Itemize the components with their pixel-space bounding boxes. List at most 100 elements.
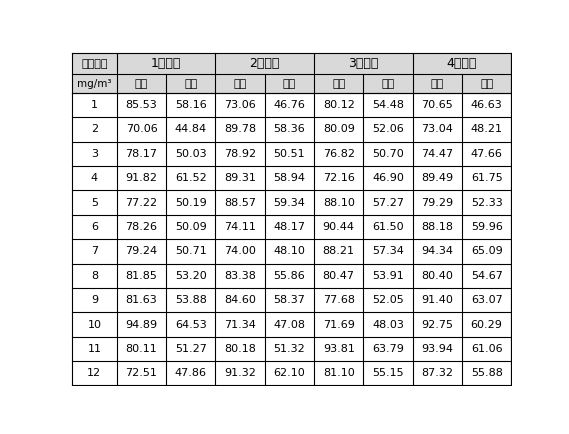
Text: 47.66: 47.66 — [471, 149, 502, 159]
Bar — [413, 74, 462, 93]
Text: 10: 10 — [88, 319, 101, 329]
Text: 57.34: 57.34 — [372, 247, 404, 256]
Text: 59.96: 59.96 — [471, 222, 502, 232]
Text: 80.11: 80.11 — [126, 344, 158, 354]
Text: 58.16: 58.16 — [175, 100, 207, 110]
Text: 试样: 试样 — [184, 79, 197, 89]
Text: 80.12: 80.12 — [323, 100, 354, 110]
Text: 59.34: 59.34 — [274, 197, 306, 207]
Text: 试样: 试样 — [381, 79, 395, 89]
Text: 58.36: 58.36 — [274, 125, 306, 135]
Text: 61.75: 61.75 — [471, 173, 502, 183]
Text: 55.15: 55.15 — [372, 368, 404, 378]
Text: 50.09: 50.09 — [175, 222, 207, 232]
Text: 88.21: 88.21 — [323, 247, 354, 256]
Text: 84.60: 84.60 — [224, 295, 256, 305]
Text: 2号锅炉: 2号锅炉 — [250, 57, 280, 70]
Text: 空白: 空白 — [233, 79, 247, 89]
Text: 73.04: 73.04 — [422, 125, 453, 135]
Text: 46.63: 46.63 — [471, 100, 502, 110]
Text: 90.44: 90.44 — [323, 222, 354, 232]
Text: 52.05: 52.05 — [372, 295, 404, 305]
Text: 空白: 空白 — [431, 79, 444, 89]
Text: 91.82: 91.82 — [126, 173, 158, 183]
Text: 5: 5 — [91, 197, 98, 207]
Text: 2: 2 — [91, 125, 98, 135]
Text: 81.63: 81.63 — [126, 295, 158, 305]
Text: 89.31: 89.31 — [224, 173, 256, 183]
Text: 88.18: 88.18 — [422, 222, 453, 232]
Text: 91.40: 91.40 — [422, 295, 453, 305]
Text: 4号锅炉: 4号锅炉 — [447, 57, 477, 70]
Bar — [216, 74, 265, 93]
Text: 58.37: 58.37 — [274, 295, 306, 305]
Text: 78.92: 78.92 — [224, 149, 256, 159]
Text: 50.71: 50.71 — [175, 247, 207, 256]
Text: 77.22: 77.22 — [125, 197, 158, 207]
Text: 44.84: 44.84 — [175, 125, 207, 135]
Bar — [462, 74, 512, 93]
Text: 48.03: 48.03 — [372, 319, 404, 329]
Text: 54.48: 54.48 — [372, 100, 404, 110]
Text: 1: 1 — [91, 100, 98, 110]
Text: 63.79: 63.79 — [372, 344, 404, 354]
Text: 空白: 空白 — [332, 79, 345, 89]
Text: 74.11: 74.11 — [224, 222, 256, 232]
Text: 48.10: 48.10 — [274, 247, 306, 256]
Text: 81.10: 81.10 — [323, 368, 354, 378]
Text: 83.38: 83.38 — [224, 271, 256, 281]
Text: 93.94: 93.94 — [422, 344, 453, 354]
Text: 62.10: 62.10 — [274, 368, 306, 378]
Text: 47.08: 47.08 — [274, 319, 306, 329]
Text: 1号锅炉: 1号锅炉 — [151, 57, 182, 70]
Text: 79.29: 79.29 — [421, 197, 453, 207]
Text: 53.88: 53.88 — [175, 295, 207, 305]
Text: 55.86: 55.86 — [274, 271, 306, 281]
Text: 81.85: 81.85 — [126, 271, 158, 281]
Text: 71.69: 71.69 — [323, 319, 354, 329]
Bar — [72, 53, 117, 93]
Bar — [314, 74, 364, 93]
Text: 61.06: 61.06 — [471, 344, 502, 354]
Text: 试样: 试样 — [480, 79, 493, 89]
Text: 92.75: 92.75 — [422, 319, 453, 329]
Text: 6: 6 — [91, 222, 98, 232]
Text: 87.32: 87.32 — [422, 368, 453, 378]
Text: 48.21: 48.21 — [471, 125, 502, 135]
Text: 50.51: 50.51 — [274, 149, 305, 159]
Text: 11: 11 — [88, 344, 101, 354]
Bar — [117, 53, 216, 74]
Text: 61.50: 61.50 — [372, 222, 404, 232]
Text: 51.27: 51.27 — [175, 344, 207, 354]
Text: 80.47: 80.47 — [323, 271, 354, 281]
Text: 74.00: 74.00 — [224, 247, 256, 256]
Text: 94.89: 94.89 — [125, 319, 158, 329]
Bar — [265, 74, 314, 93]
Text: 52.33: 52.33 — [471, 197, 502, 207]
Text: 88.10: 88.10 — [323, 197, 354, 207]
Bar — [314, 53, 413, 74]
Text: 50.70: 50.70 — [372, 149, 404, 159]
Text: 72.51: 72.51 — [126, 368, 158, 378]
Bar — [216, 53, 314, 74]
Text: 85.53: 85.53 — [126, 100, 158, 110]
Text: 89.78: 89.78 — [224, 125, 256, 135]
Text: 二氧化硫: 二氧化硫 — [81, 59, 108, 69]
Text: 70.65: 70.65 — [422, 100, 453, 110]
Text: mg/m³: mg/m³ — [77, 79, 112, 89]
Text: 71.34: 71.34 — [224, 319, 256, 329]
Text: 63.07: 63.07 — [471, 295, 502, 305]
Text: 65.09: 65.09 — [471, 247, 502, 256]
Text: 70.06: 70.06 — [126, 125, 158, 135]
Text: 61.52: 61.52 — [175, 173, 207, 183]
Text: 88.57: 88.57 — [224, 197, 256, 207]
Text: 91.32: 91.32 — [224, 368, 256, 378]
Text: 93.81: 93.81 — [323, 344, 354, 354]
Bar — [364, 74, 413, 93]
Text: 46.90: 46.90 — [372, 173, 404, 183]
Text: 80.18: 80.18 — [224, 344, 256, 354]
Text: 48.17: 48.17 — [274, 222, 306, 232]
Text: 3号锅炉: 3号锅炉 — [348, 57, 378, 70]
Text: 试样: 试样 — [283, 79, 296, 89]
Text: 53.20: 53.20 — [175, 271, 207, 281]
